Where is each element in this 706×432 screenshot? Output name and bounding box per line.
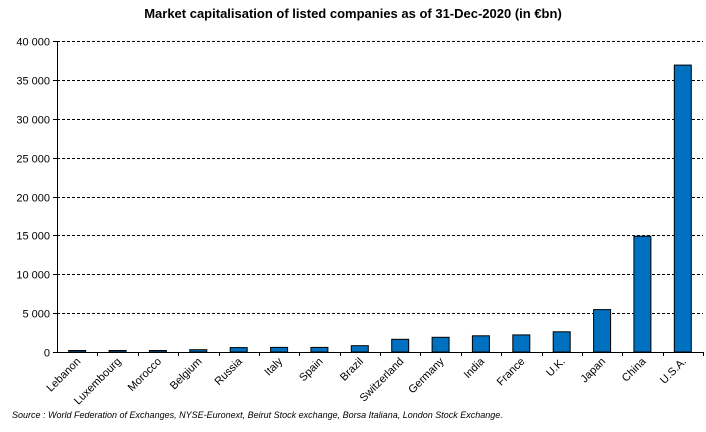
x-tick-label: France (495, 356, 528, 389)
bar-germany (431, 336, 450, 353)
bar-spain (310, 346, 329, 353)
x-tick-label: Japan (578, 356, 608, 386)
y-tick-label: 40 000 (16, 37, 50, 49)
axes (57, 41, 704, 356)
x-tick-label: Brazil (338, 356, 366, 384)
bar-morocco (148, 350, 167, 353)
y-tick-label: 0 (44, 348, 50, 360)
y-tick-label: 5 000 (22, 309, 50, 321)
x-tick-label: Morocco (126, 356, 164, 394)
x-tick-label: Belgium (168, 356, 205, 393)
bar-luxembourg (108, 350, 127, 353)
bar-u-s-a (673, 64, 692, 353)
y-tick-label: 30 000 (16, 115, 50, 127)
bar-france (512, 334, 531, 353)
x-tick-label: China (620, 355, 649, 384)
bar-switzerland (391, 338, 410, 353)
x-tick-label: U.K. (544, 356, 568, 380)
bar-russia (229, 347, 248, 353)
bar-india (471, 335, 490, 353)
x-tick-label: Lebanon (45, 356, 84, 395)
x-tick-label: Spain (297, 356, 325, 384)
bar-japan (593, 309, 612, 353)
bar-china (633, 235, 652, 353)
bar-lebanon (68, 350, 87, 353)
x-tick-label: India (462, 355, 488, 381)
x-tick-label: Italy (262, 355, 285, 378)
bars (68, 64, 692, 353)
source-note: Source : World Federation of Exchanges, … (12, 410, 503, 420)
chart-title: Market capitalisation of listed companie… (144, 6, 562, 21)
x-tick-label: Germany (406, 355, 447, 396)
y-tick-label: 15 000 (16, 231, 50, 243)
x-tick-label: Switzerland (358, 356, 407, 405)
x-tick-label: U.S.A. (658, 356, 689, 387)
gridlines (57, 41, 703, 314)
x-tick-label: Russia (213, 355, 246, 388)
bar-u-k (552, 331, 571, 353)
y-axis-ticks: 0 5 000 10 000 15 000 20 000 25 000 30 000 35 0… (16, 37, 57, 360)
y-tick-label: 25 000 (16, 154, 50, 166)
bar-brazil (350, 345, 369, 353)
y-tick-label: 35 000 (16, 76, 50, 88)
y-tick-label: 20 000 (16, 193, 50, 205)
bar-italy (270, 346, 289, 353)
y-tick-label: 10 000 (16, 270, 50, 282)
bar-belgium (189, 349, 208, 353)
